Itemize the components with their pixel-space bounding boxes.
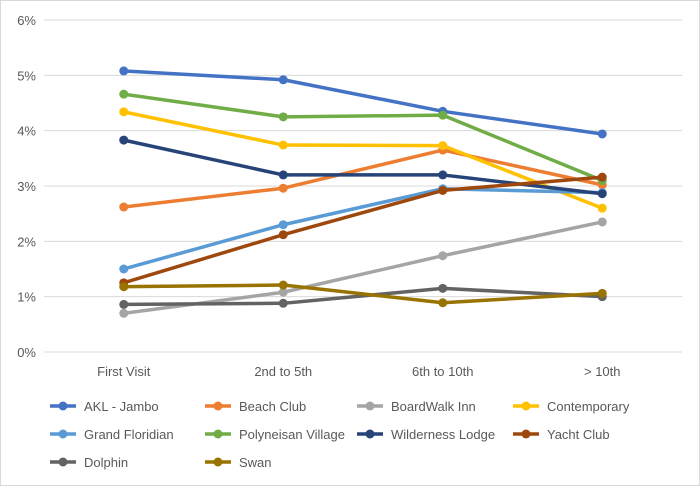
data-point <box>278 75 288 85</box>
legend-label: Yacht Club <box>547 427 610 442</box>
legend-swatch-marker <box>213 401 223 411</box>
x-tick-label: 6th to 10th <box>412 364 473 379</box>
legend: AKL - Jambo Beach Club BoardWalk Inn Contem… <box>50 399 630 470</box>
legend-item: Beach Club <box>205 399 306 414</box>
data-point <box>278 280 288 290</box>
y-tick-label: 1% <box>17 290 36 305</box>
data-point <box>597 172 607 182</box>
legend-swatch-marker <box>521 401 531 411</box>
series-akl-jambo <box>119 66 607 139</box>
legend-swatch-marker <box>213 457 223 467</box>
data-point <box>438 251 448 261</box>
data-point <box>278 298 288 308</box>
legend-item: Grand Floridian <box>50 427 174 442</box>
y-tick-label: 3% <box>17 179 36 194</box>
series-line <box>122 283 604 305</box>
data-point <box>119 107 129 117</box>
legend-item: Wilderness Lodge <box>357 427 495 442</box>
data-point <box>597 189 607 199</box>
y-tick-label: 5% <box>17 68 36 83</box>
legend-label: Beach Club <box>239 399 306 414</box>
legend-swatch-marker <box>58 457 68 467</box>
legend-label: Wilderness Lodge <box>391 427 495 442</box>
data-point <box>438 283 448 293</box>
legend-swatch-marker <box>521 429 531 439</box>
legend-label: Dolphin <box>84 455 128 470</box>
legend-label: Polyneisan Village <box>239 427 345 442</box>
series-line <box>122 286 604 307</box>
x-tick-label: 2nd to 5th <box>254 364 312 379</box>
data-point <box>278 220 288 230</box>
x-tick-label: > 10th <box>584 364 621 379</box>
legend-swatch-marker <box>213 429 223 439</box>
data-point <box>438 141 448 151</box>
legend-item: Yacht Club <box>513 427 610 442</box>
data-point <box>119 135 129 145</box>
series-line <box>122 220 604 316</box>
series-beach-club <box>119 145 607 212</box>
data-point <box>438 170 448 180</box>
series-line <box>122 69 604 136</box>
data-point <box>119 89 129 99</box>
series-contemporary <box>119 107 607 213</box>
gridlines <box>44 19 682 353</box>
legend-label: Swan <box>239 455 272 470</box>
series-line <box>122 187 604 271</box>
legend-swatch-marker <box>365 429 375 439</box>
data-point <box>438 110 448 120</box>
data-point <box>119 282 129 292</box>
data-point <box>278 287 288 297</box>
data-point <box>119 308 129 318</box>
data-point <box>119 299 129 309</box>
data-point <box>278 183 288 193</box>
data-point <box>119 264 129 274</box>
data-point <box>438 298 448 308</box>
series-swan <box>119 280 607 308</box>
legend-label: Contemporary <box>547 399 630 414</box>
legend-item: Swan <box>205 455 272 470</box>
y-axis-tick-labels: 0% 1% 2% 3% 4% 5% 6% <box>17 13 36 360</box>
legend-swatch-marker <box>58 401 68 411</box>
data-point <box>597 129 607 139</box>
legend-label: Grand Floridian <box>84 427 174 442</box>
data-point <box>438 185 448 195</box>
x-tick-label: First Visit <box>97 364 151 379</box>
series-line <box>122 175 604 285</box>
legend-item: AKL - Jambo <box>50 399 159 414</box>
data-point <box>278 112 288 122</box>
data-point <box>278 140 288 150</box>
y-tick-label: 6% <box>17 13 36 28</box>
series-line <box>122 110 604 210</box>
legend-item: Dolphin <box>50 455 128 470</box>
y-tick-label: 0% <box>17 345 36 360</box>
series-line <box>122 92 604 183</box>
data-point <box>119 66 129 76</box>
legend-item: Contemporary <box>513 399 630 414</box>
data-point <box>597 217 607 227</box>
y-tick-label: 2% <box>17 234 36 249</box>
legend-swatch-marker <box>365 401 375 411</box>
legend-label: BoardWalk Inn <box>391 399 476 414</box>
series-line <box>122 148 604 209</box>
data-point <box>597 203 607 213</box>
legend-swatch-marker <box>58 429 68 439</box>
series-lines <box>119 66 607 318</box>
legend-item: BoardWalk Inn <box>357 399 476 414</box>
legend-item: Polyneisan Village <box>205 427 345 442</box>
y-tick-label: 4% <box>17 124 36 139</box>
x-axis-tick-labels: First Visit 2nd to 5th 6th to 10th > 10th <box>97 364 620 379</box>
data-point <box>278 230 288 240</box>
data-point <box>278 170 288 180</box>
data-point <box>119 202 129 212</box>
legend-label: AKL - Jambo <box>84 399 159 414</box>
series-yacht-club <box>119 172 607 288</box>
data-point <box>597 288 607 298</box>
